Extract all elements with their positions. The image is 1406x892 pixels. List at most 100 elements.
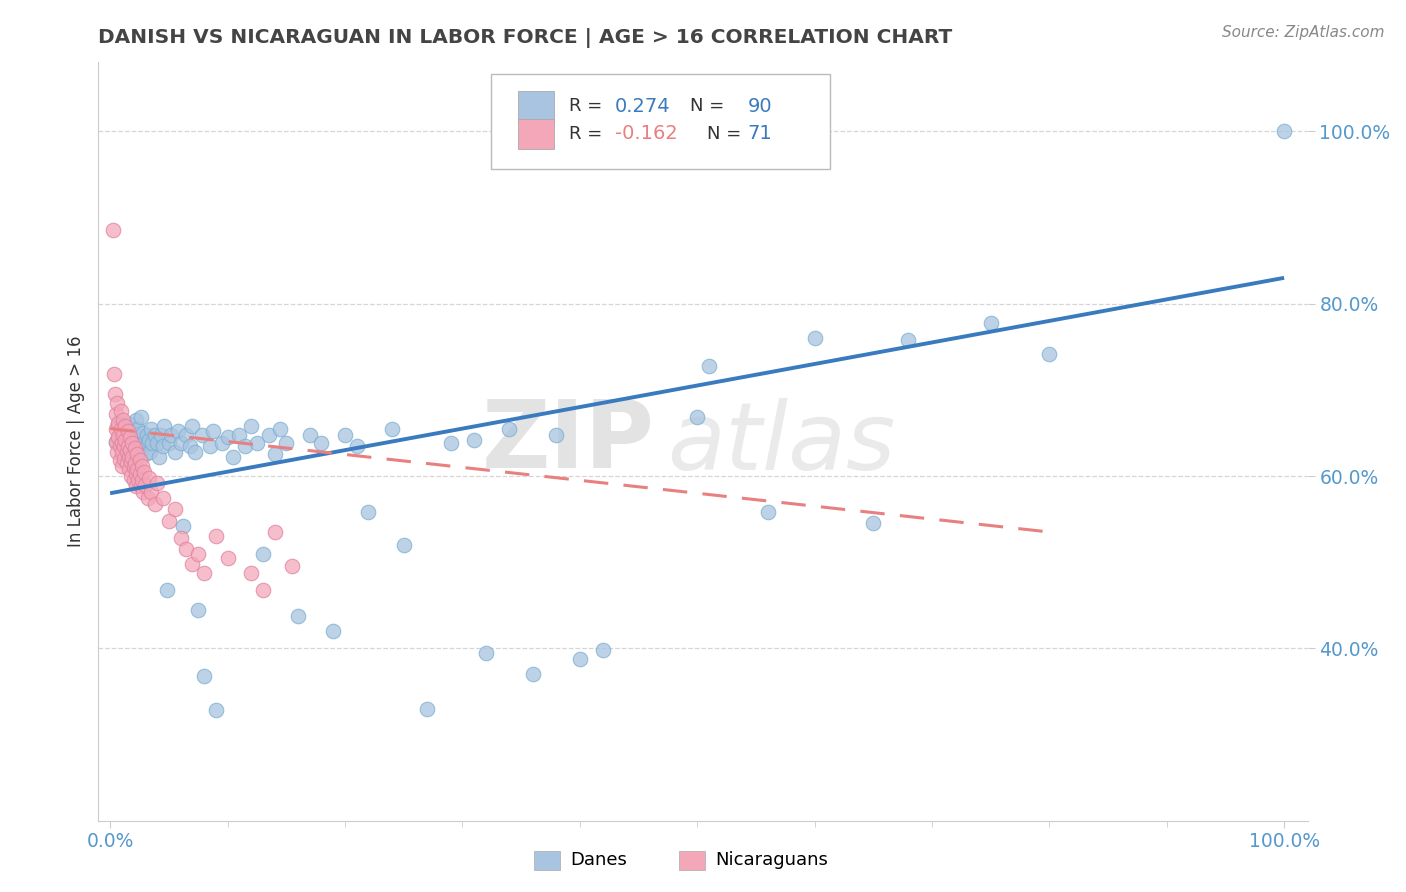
Point (475, 646, 498, 660)
FancyBboxPatch shape (679, 851, 706, 870)
Point (592, 643, 614, 657)
Point (136, 491, 159, 505)
Point (118, 450, 141, 464)
Point (129, 410, 152, 425)
Point (190, 427, 212, 442)
Point (152, 491, 174, 505)
Point (141, 422, 163, 436)
FancyBboxPatch shape (534, 851, 561, 870)
Point (128, 433, 150, 447)
Y-axis label: In Labor Force | Age > 16: In Labor Force | Age > 16 (66, 335, 84, 548)
Point (897, 333, 920, 347)
Point (127, 439, 149, 453)
Point (111, 439, 134, 453)
Point (134, 436, 156, 450)
Point (125, 467, 148, 482)
Point (112, 427, 135, 442)
Point (281, 559, 304, 574)
Text: atlas: atlas (666, 398, 896, 489)
Point (568, 651, 591, 665)
Point (198, 439, 221, 453)
Point (263, 447, 285, 461)
Point (141, 484, 163, 499)
Point (114, 433, 136, 447)
Point (463, 433, 485, 447)
Point (222, 450, 245, 464)
Point (107, 430, 129, 444)
Point (204, 529, 226, 543)
Point (276, 436, 298, 450)
Point (163, 445, 186, 459)
Point (118, 417, 141, 432)
Text: ZIP: ZIP (482, 395, 655, 488)
Point (269, 422, 291, 436)
Point (756, 505, 779, 519)
Text: 71: 71 (748, 124, 772, 144)
Point (217, 550, 239, 565)
Point (125, 479, 148, 493)
Point (498, 422, 520, 436)
FancyBboxPatch shape (517, 119, 554, 149)
Point (181, 557, 204, 571)
Point (108, 439, 131, 453)
Point (131, 458, 153, 473)
Point (115, 456, 138, 470)
Point (176, 542, 198, 557)
Point (193, 566, 215, 580)
Point (146, 436, 169, 450)
Point (105, 407, 128, 421)
Point (117, 436, 139, 450)
Point (117, 439, 139, 453)
Point (211, 436, 233, 450)
Text: Danes: Danes (569, 851, 627, 869)
Point (114, 419, 136, 434)
Text: DANISH VS NICARAGUAN IN LABOR FORCE | AGE > 16 CORRELATION CHART: DANISH VS NICARAGUAN IN LABOR FORCE | AG… (98, 28, 953, 48)
Point (176, 427, 198, 442)
Point (107, 417, 129, 432)
Text: -0.162: -0.162 (614, 124, 678, 144)
Point (163, 501, 186, 516)
Point (697, 359, 720, 373)
Point (149, 427, 172, 442)
Point (132, 425, 155, 440)
Point (127, 473, 149, 487)
Point (392, 538, 415, 552)
Point (124, 445, 146, 459)
Point (246, 436, 269, 450)
Point (111, 458, 134, 473)
Point (111, 422, 134, 436)
Point (381, 422, 404, 436)
Point (105, 434, 128, 449)
Point (114, 447, 136, 461)
Point (134, 465, 156, 479)
Point (146, 475, 169, 490)
Point (980, 316, 1002, 330)
Point (333, 427, 356, 442)
Point (217, 430, 239, 444)
Point (105, 445, 128, 459)
Point (1038, 346, 1060, 360)
Point (112, 451, 135, 466)
Point (155, 582, 177, 597)
Point (160, 427, 183, 442)
Point (110, 422, 132, 436)
Point (120, 430, 142, 444)
Point (138, 433, 160, 447)
Text: R =: R = (569, 125, 607, 143)
Point (125, 427, 148, 442)
Text: N =: N = (690, 97, 724, 115)
Text: R =: R = (569, 97, 607, 115)
Point (167, 424, 190, 438)
Point (104, 387, 127, 401)
FancyBboxPatch shape (517, 91, 554, 121)
Point (546, 427, 568, 442)
Point (134, 447, 156, 461)
Point (240, 419, 263, 434)
Point (134, 477, 156, 491)
Point (117, 424, 139, 438)
Point (179, 439, 201, 453)
Point (148, 450, 170, 464)
Point (138, 471, 160, 485)
Point (139, 445, 162, 459)
Point (803, 331, 825, 345)
